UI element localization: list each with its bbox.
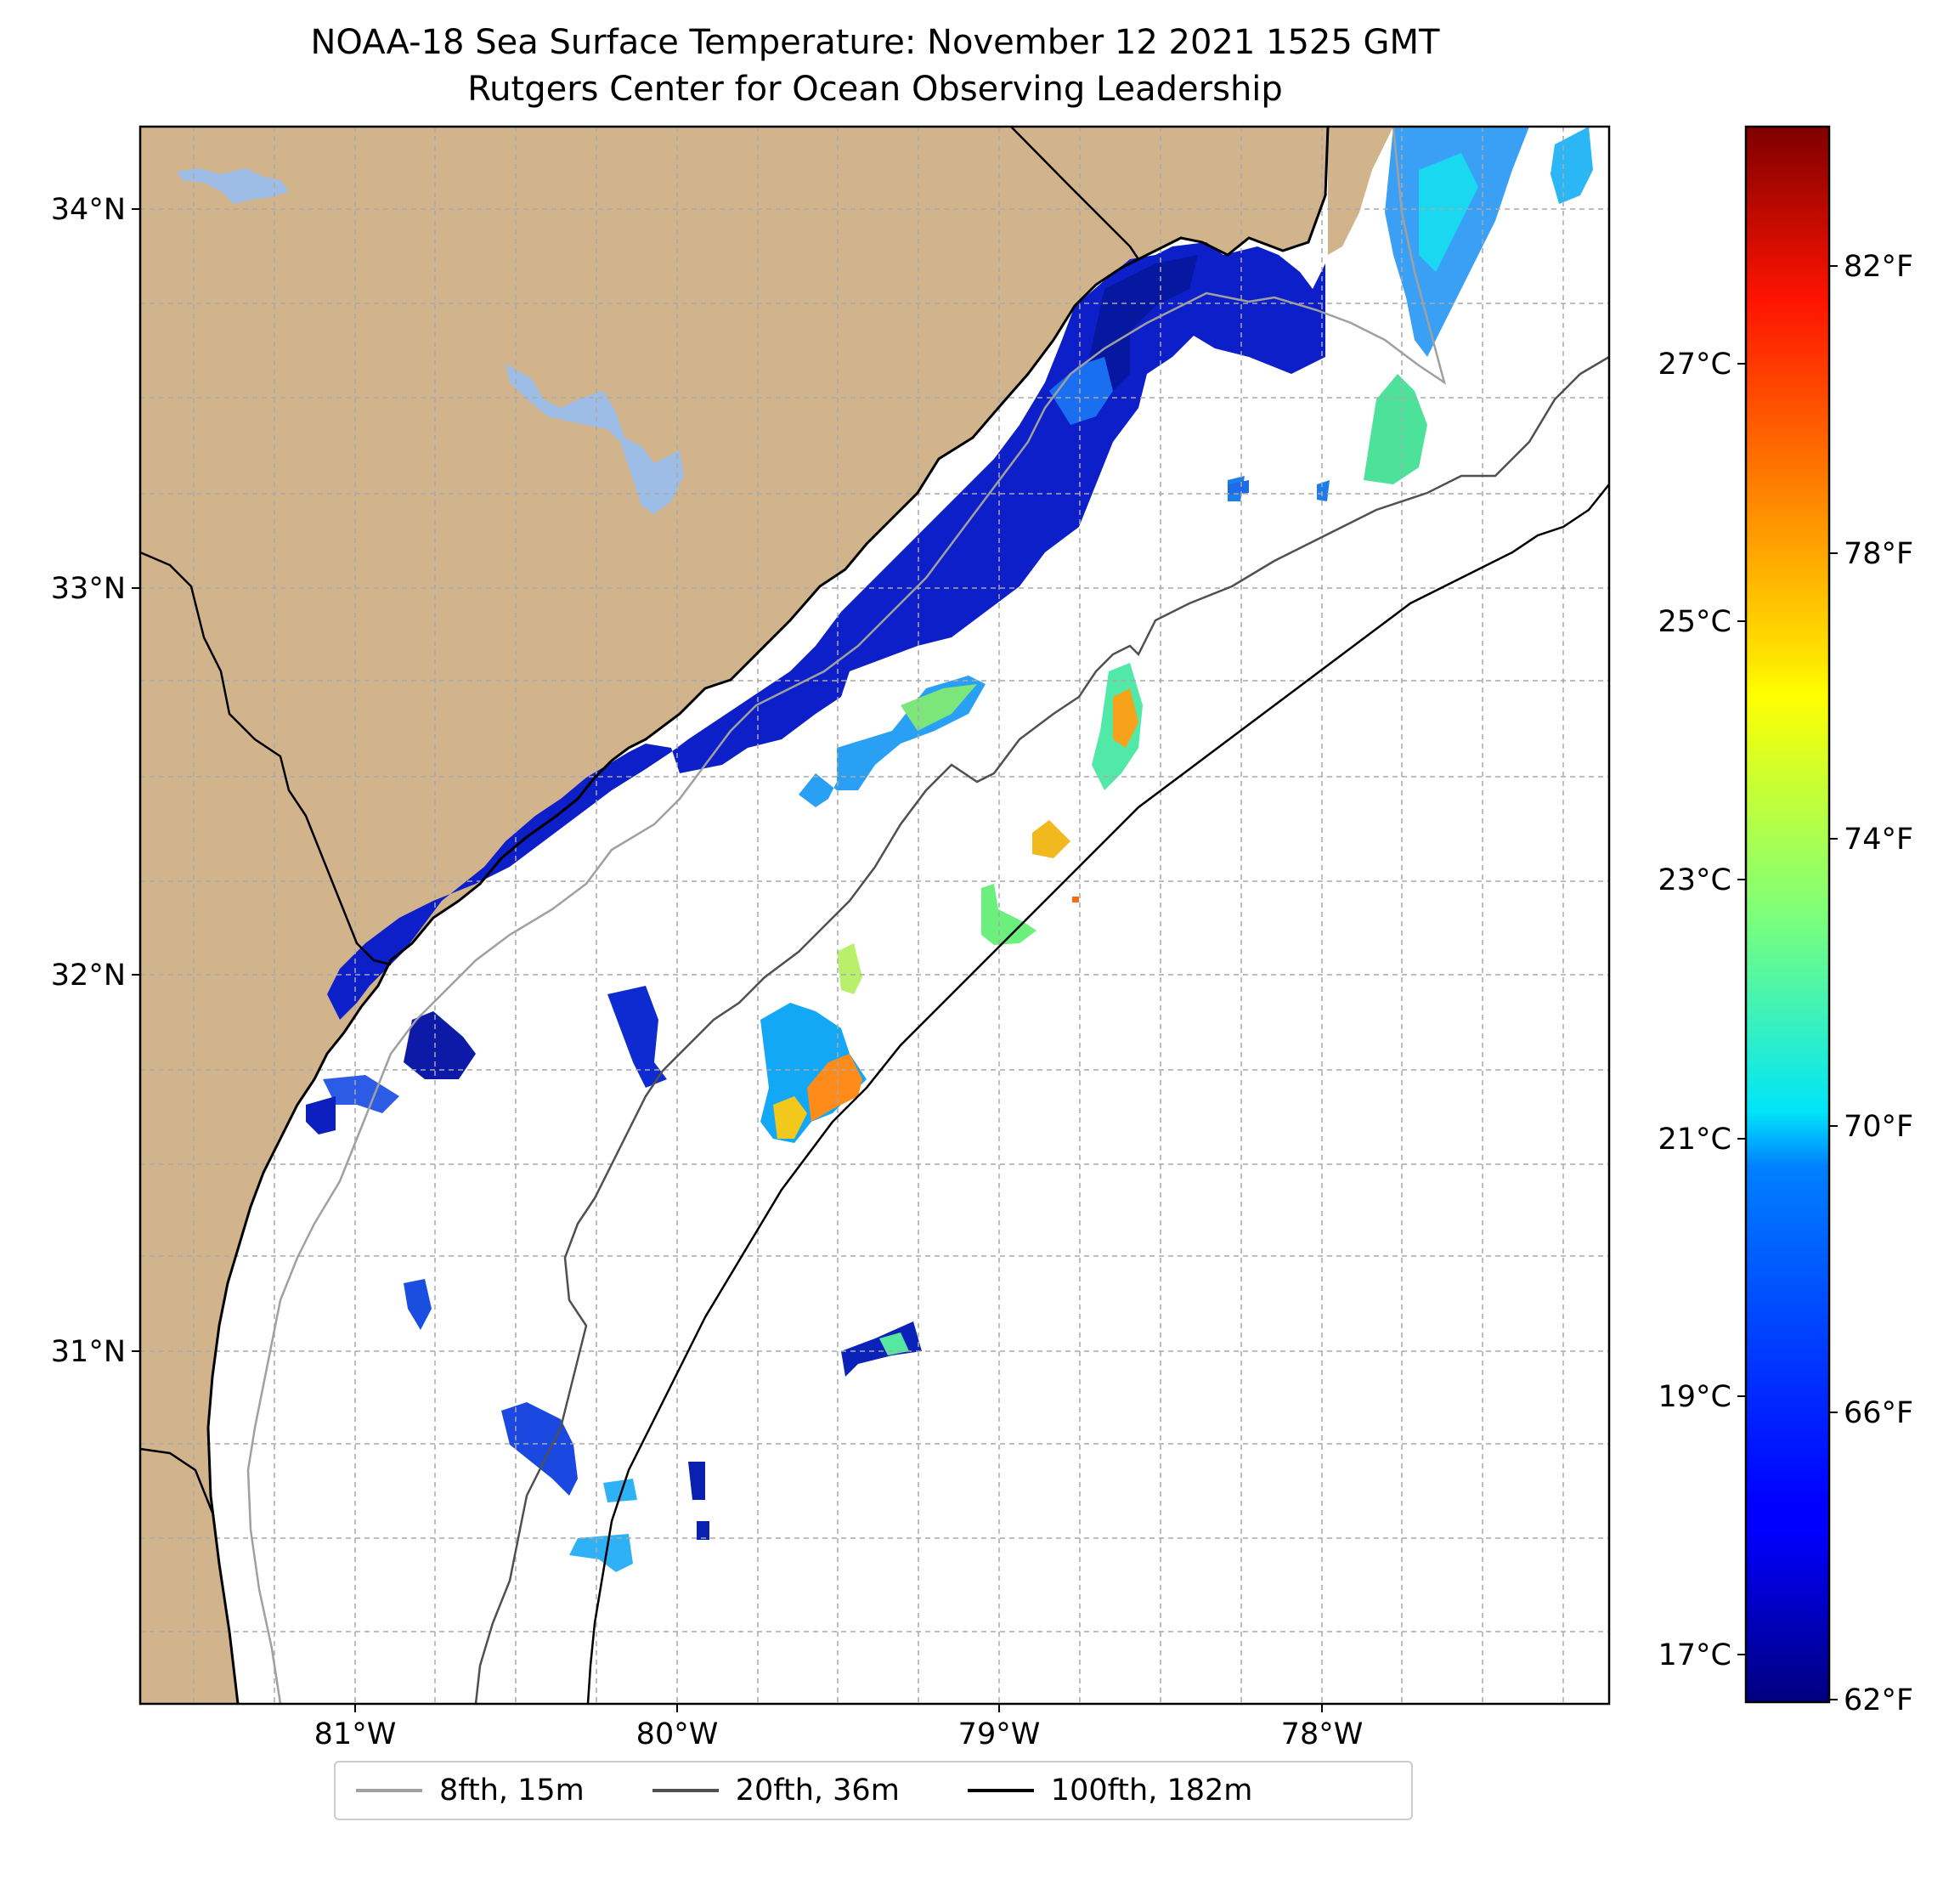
fahrenheit-label-74: 74°F [1844,823,1913,857]
latitude-labels: 34°N 33°N 32°N 31°N [51,193,140,1369]
legend-item-8fth: 8fth, 15m [341,1774,585,1808]
lon-label-80w: 80°W [636,1717,719,1751]
contour-100fth-182m [586,484,1609,1704]
coastline [206,127,1330,1704]
fahrenheit-label-70: 70°F [1844,1110,1913,1144]
map-subtitle: Rutgers Center for Ocean Observing Leade… [467,70,1283,109]
celsius-label-25: 25°C [1658,605,1731,639]
lat-label-32n: 32°N [51,959,126,993]
lon-label-79w: 79°W [958,1717,1041,1751]
legend-label-8fth: 8fth, 15m [439,1774,585,1808]
contour-20fth-36m [474,355,1609,1704]
lat-label-33n: 33°N [51,572,126,606]
land-mass [140,127,1328,1704]
lat-label-31n: 31°N [51,1335,126,1369]
legend-label-100fth: 100fth, 182m [1050,1774,1253,1808]
colorbar-fahrenheit-labels: 82°F 78°F 74°F 70°F 66°F 62°F [1829,250,1913,1717]
longitude-labels: 81°W 80°W 79°W 78°W [314,1704,1364,1751]
legend-line-8fth [356,1789,422,1792]
celsius-label-27: 27°C [1658,348,1731,382]
fahrenheit-label-82: 82°F [1844,250,1913,284]
colorbar-celsius-labels: 27°C 25°C 23°C 21°C 19°C 17°C [1658,348,1746,1672]
legend-label-20fth: 20fth, 36m [735,1774,900,1808]
legend-line-100fth [967,1789,1034,1792]
lat-label-34n: 34°N [51,193,126,227]
celsius-label-17: 17°C [1658,1638,1731,1672]
legend-item-100fth: 100fth, 182m [952,1774,1253,1808]
map-frame [138,125,1611,1706]
lon-label-78w: 78°W [1281,1717,1364,1751]
contour-8fth-15m [246,127,1447,1704]
celsius-label-21: 21°C [1658,1123,1731,1157]
lon-label-81w: 81°W [314,1717,397,1751]
lake-marion [506,364,684,514]
celsius-label-23: 23°C [1658,863,1731,897]
celsius-label-19: 19°C [1658,1380,1731,1414]
colorbar: 27°C 25°C 23°C 21°C 19°C 17°C 82°F 78°F … [1658,125,1913,1717]
colorbar-gradient [1744,125,1831,1704]
fahrenheit-label-66: 66°F [1844,1396,1913,1430]
legend-line-20fth [652,1789,719,1792]
map-title: NOAA-18 Sea Surface Temperature: Novembe… [311,23,1441,62]
state-border [140,551,392,966]
legend-item-20fth: 20fth, 36m [637,1774,900,1808]
map-panel[interactable] [140,127,1609,1704]
state-border-nc-sc [1010,127,1140,260]
fahrenheit-label-78: 78°F [1844,537,1913,571]
lake-upper [177,168,289,204]
land-cape-fear [1328,127,1393,255]
contour-legend: 8fth, 15m 20fth, 36m 100fth, 182m [334,1761,1413,1820]
state-border-ga-fl [140,1447,214,1513]
fahrenheit-label-62: 62°F [1844,1683,1913,1717]
